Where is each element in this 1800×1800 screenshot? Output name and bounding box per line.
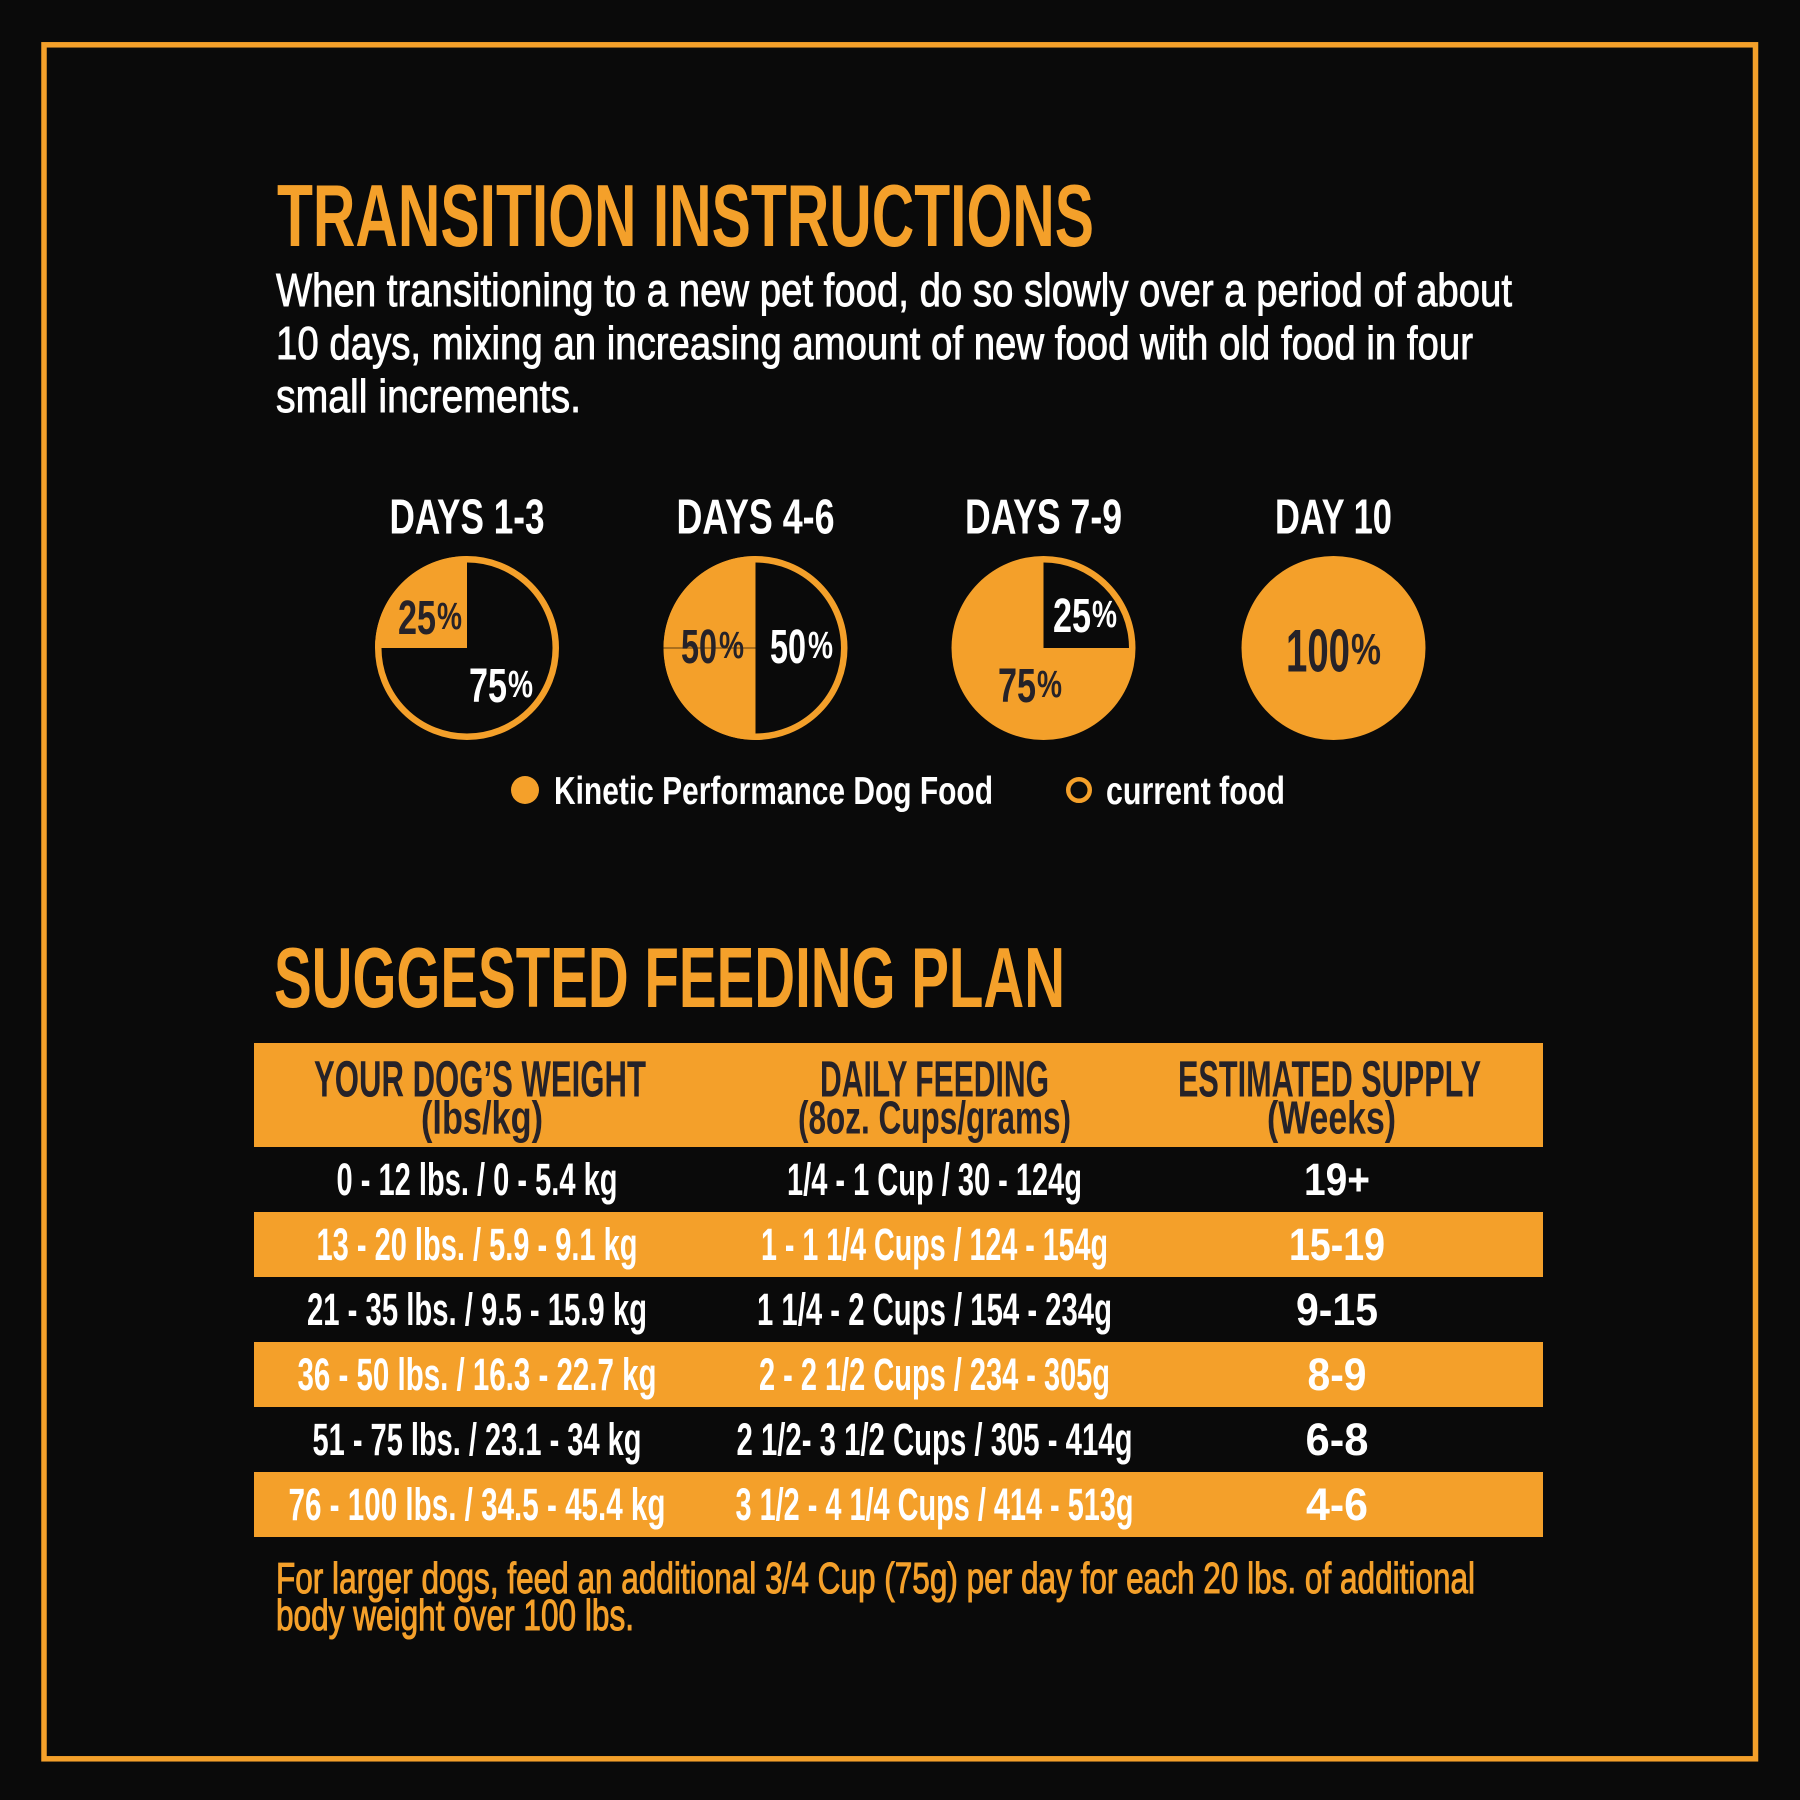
svg-text:%: % [808, 625, 833, 667]
svg-text:For larger dogs, feed an addit: For larger dogs, feed an additional 3/4 … [276, 1554, 1475, 1603]
svg-text:%: % [1092, 594, 1117, 636]
svg-text:0 - 12 lbs. / 0 - 5.4 kg: 0 - 12 lbs. / 0 - 5.4 kg [337, 1154, 618, 1205]
svg-text:%: % [437, 596, 462, 638]
svg-text:%: % [1351, 625, 1381, 674]
svg-text:Kinetic Performance Dog Food: Kinetic Performance Dog Food [554, 770, 993, 813]
svg-text:50: 50 [770, 621, 806, 674]
svg-text:25: 25 [398, 592, 436, 645]
svg-text:21 - 35 lbs. / 9.5 - 15.9 kg: 21 - 35 lbs. / 9.5 - 15.9 kg [307, 1284, 647, 1335]
svg-text:76 - 100 lbs. / 34.5 - 45.4 kg: 76 - 100 lbs. / 34.5 - 45.4 kg [289, 1479, 666, 1530]
svg-text:8-9: 8-9 [1308, 1349, 1367, 1400]
svg-text:small increments.: small increments. [276, 370, 581, 422]
svg-text:YOUR DOG’S WEIGHT: YOUR DOG’S WEIGHT [314, 1051, 646, 1108]
svg-text:10 days, mixing an increasing: 10 days, mixing an increasing amount of … [276, 317, 1473, 369]
svg-text:1/4 - 1 Cup / 30 - 124g: 1/4 - 1 Cup / 30 - 124g [787, 1154, 1082, 1205]
svg-text:19+: 19+ [1304, 1154, 1370, 1205]
svg-text:1 1/4 - 2 Cups / 154 - 234g: 1 1/4 - 2 Cups / 154 - 234g [757, 1284, 1112, 1335]
svg-text:100: 100 [1286, 618, 1350, 685]
svg-text:DAYS 7-9: DAYS 7-9 [965, 491, 1122, 545]
svg-text:DAYS 1-3: DAYS 1-3 [390, 491, 545, 545]
svg-text:2 - 2 1/2 Cups / 234 - 305g: 2 - 2 1/2 Cups / 234 - 305g [759, 1349, 1110, 1400]
svg-text:DAYS 4-6: DAYS 4-6 [677, 491, 835, 545]
svg-text:2 1/2- 3 1/2 Cups / 305 - 414g: 2 1/2- 3 1/2 Cups / 305 - 414g [737, 1414, 1133, 1465]
svg-text:(Weeks): (Weeks) [1267, 1092, 1396, 1144]
svg-text:ESTIMATED SUPPLY: ESTIMATED SUPPLY [1178, 1051, 1481, 1108]
svg-text:4-6: 4-6 [1306, 1479, 1368, 1530]
svg-text:%: % [1037, 664, 1062, 706]
svg-text:current food: current food [1106, 770, 1285, 813]
svg-text:3 1/2 - 4 1/4 Cups / 414 - 51: 3 1/2 - 4 1/4 Cups / 414 - 513g [736, 1479, 1134, 1530]
svg-text:DAILY FEEDING: DAILY FEEDING [820, 1051, 1049, 1108]
svg-text:15-19: 15-19 [1289, 1219, 1385, 1270]
svg-text:25: 25 [1053, 590, 1091, 643]
svg-text:50: 50 [681, 621, 717, 674]
svg-text:9-15: 9-15 [1296, 1284, 1378, 1335]
svg-text:body weight over 100 lbs.: body weight over 100 lbs. [276, 1591, 634, 1640]
svg-text:51 - 75 lbs. / 23.1 - 34 kg: 51 - 75 lbs. / 23.1 - 34 kg [313, 1414, 642, 1465]
svg-text:When transitioning to a new pe: When transitioning to a new pet food, do… [276, 264, 1512, 316]
svg-text:%: % [719, 625, 744, 667]
svg-text:TRANSITION INSTRUCTIONS: TRANSITION INSTRUCTIONS [277, 166, 1094, 265]
svg-text:(8oz. Cups/grams): (8oz. Cups/grams) [798, 1092, 1071, 1144]
svg-text:75: 75 [998, 660, 1036, 713]
svg-text:75: 75 [469, 660, 507, 713]
svg-text:DAY 10: DAY 10 [1275, 491, 1392, 545]
svg-text:6-8: 6-8 [1306, 1414, 1369, 1465]
svg-text:36 - 50 lbs. / 16.3 - 22.7 kg: 36 - 50 lbs. / 16.3 - 22.7 kg [298, 1349, 657, 1400]
svg-text:(lbs/kg): (lbs/kg) [421, 1092, 543, 1144]
svg-text:13 - 20 lbs. / 5.9 - 9.1 kg: 13 - 20 lbs. / 5.9 - 9.1 kg [317, 1219, 638, 1270]
svg-text:1 - 1 1/4 Cups / 124 - 154g: 1 - 1 1/4 Cups / 124 - 154g [761, 1219, 1108, 1270]
svg-text:%: % [508, 664, 533, 706]
svg-text:SUGGESTED FEEDING PLAN: SUGGESTED FEEDING PLAN [274, 931, 1065, 1026]
